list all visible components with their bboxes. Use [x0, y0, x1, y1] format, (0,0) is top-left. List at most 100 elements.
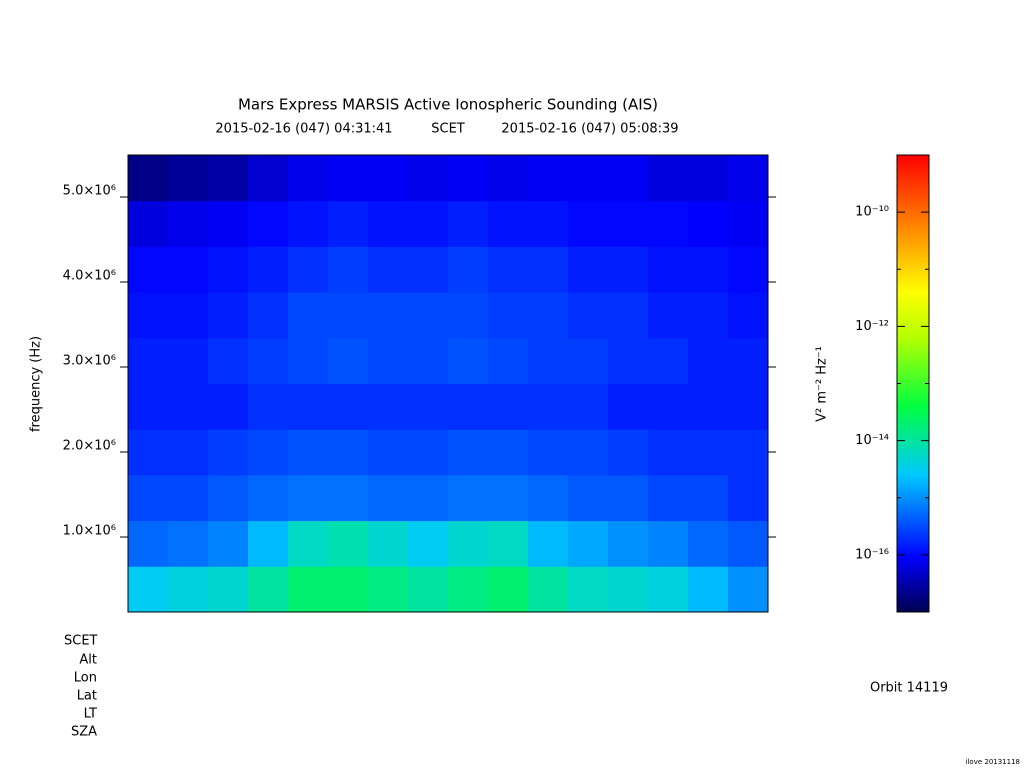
colorbar-tick-label: 10⁻¹⁰ — [855, 205, 889, 220]
heatmap-cell — [608, 383, 649, 430]
heatmap-cell — [128, 520, 169, 567]
heatmap-cell — [248, 520, 289, 567]
plot-frame — [127, 154, 769, 613]
heatmap-cell — [608, 474, 649, 522]
heatmap-cell — [128, 474, 169, 522]
chart-title: Mars Express MARSIS Active Ionospheric S… — [238, 96, 658, 114]
heatmap-cell — [328, 566, 369, 613]
heatmap-cell — [728, 200, 769, 247]
heatmap-cell — [648, 474, 689, 522]
heatmap-cell — [288, 474, 329, 522]
heatmap-cell — [608, 200, 649, 247]
heatmap-cell — [328, 200, 369, 247]
heatmap-cell — [568, 337, 609, 384]
heatmap-cell — [328, 155, 369, 202]
heatmap-cell — [568, 200, 609, 247]
heatmap-cell — [728, 566, 769, 613]
heatmap-cell — [408, 292, 449, 339]
heatmap-cell — [168, 337, 209, 384]
heatmap-cell — [208, 383, 249, 430]
heatmap-cell — [648, 520, 689, 567]
heatmap-cell — [608, 566, 649, 613]
heatmap-cell — [248, 566, 289, 613]
heatmap-cell — [368, 155, 409, 202]
heatmap-cell — [408, 383, 449, 430]
heatmap-cell — [728, 337, 769, 384]
heatmap-cell — [728, 155, 769, 202]
heatmap-cell — [128, 155, 169, 202]
heatmap-cell — [568, 155, 609, 202]
heatmap-cell — [448, 292, 489, 339]
heatmap-cell — [688, 246, 729, 293]
heatmap-cell — [208, 474, 249, 522]
heatmap-cell — [168, 200, 209, 247]
heatmap-cell — [688, 155, 729, 202]
heatmap-cell — [248, 474, 289, 522]
heatmap-cell — [608, 520, 649, 567]
heatmap-cell — [168, 566, 209, 613]
heatmap-cell — [288, 429, 329, 476]
heatmap-cell — [288, 520, 329, 567]
heatmap-cell — [448, 337, 489, 384]
heatmap-cell — [688, 520, 729, 567]
heatmap-cell — [408, 155, 449, 202]
heatmap-cell — [288, 292, 329, 339]
heatmap-cell — [208, 292, 249, 339]
heatmap-cell — [288, 337, 329, 384]
heatmap-cell — [368, 246, 409, 293]
heatmap-cell — [288, 246, 329, 293]
heatmap-cell — [448, 429, 489, 476]
heatmap-cell — [128, 292, 169, 339]
heatmap-cell — [488, 200, 529, 247]
heatmap-cell — [128, 246, 169, 293]
heatmap-cell — [128, 337, 169, 384]
y-tick-label: 5.0×10⁶ — [63, 183, 116, 198]
heatmap-cell — [528, 520, 569, 567]
heatmap-cell — [168, 383, 209, 430]
heatmap-cell — [728, 383, 769, 430]
y-tick-label: 2.0×10⁶ — [63, 439, 116, 454]
heatmap-cell — [248, 292, 289, 339]
heatmap-cell — [328, 337, 369, 384]
heatmap-cell — [328, 474, 369, 522]
heatmap-cell — [488, 429, 529, 476]
time-label: SCET — [431, 122, 465, 137]
heatmap-cell — [488, 383, 529, 430]
heatmap-cell — [408, 429, 449, 476]
heatmap-cell — [568, 429, 609, 476]
heatmap-cell — [448, 520, 489, 567]
heatmap-cell — [248, 200, 289, 247]
heatmap-cell — [208, 566, 249, 613]
ephemeris-label: LT — [84, 707, 97, 722]
heatmap-cell — [568, 292, 609, 339]
heatmap-cell — [568, 246, 609, 293]
heatmap-cell — [688, 566, 729, 613]
heatmap-cell — [328, 292, 369, 339]
heatmap-cell — [408, 566, 449, 613]
heatmap-cell — [408, 474, 449, 522]
heatmap-cell — [368, 292, 409, 339]
start-time: 2015-02-16 (047) 04:31:41 — [215, 122, 392, 137]
heatmap-cell — [128, 383, 169, 430]
heatmap-cell — [528, 200, 569, 247]
colorbar-tick-label: 10⁻¹² — [855, 319, 889, 334]
heatmap-cell — [728, 520, 769, 567]
heatmap-cell — [568, 520, 609, 567]
credit: ilove 20131118 — [966, 758, 1020, 766]
heatmap-cell — [288, 566, 329, 613]
heatmap-cell — [288, 200, 329, 247]
heatmap-cell — [168, 292, 209, 339]
heatmap-cell — [608, 292, 649, 339]
heatmap-cell — [488, 155, 529, 202]
heatmap-cell — [688, 337, 729, 384]
heatmap-cell — [728, 292, 769, 339]
heatmap-cell — [208, 200, 249, 247]
heatmap-cell — [648, 566, 689, 613]
heatmap-cell — [328, 383, 369, 430]
heatmap-cell — [648, 200, 689, 247]
heatmap-cell — [688, 292, 729, 339]
heatmap-cell — [608, 246, 649, 293]
heatmap-cell — [288, 155, 329, 202]
heatmap-cell — [368, 383, 409, 430]
